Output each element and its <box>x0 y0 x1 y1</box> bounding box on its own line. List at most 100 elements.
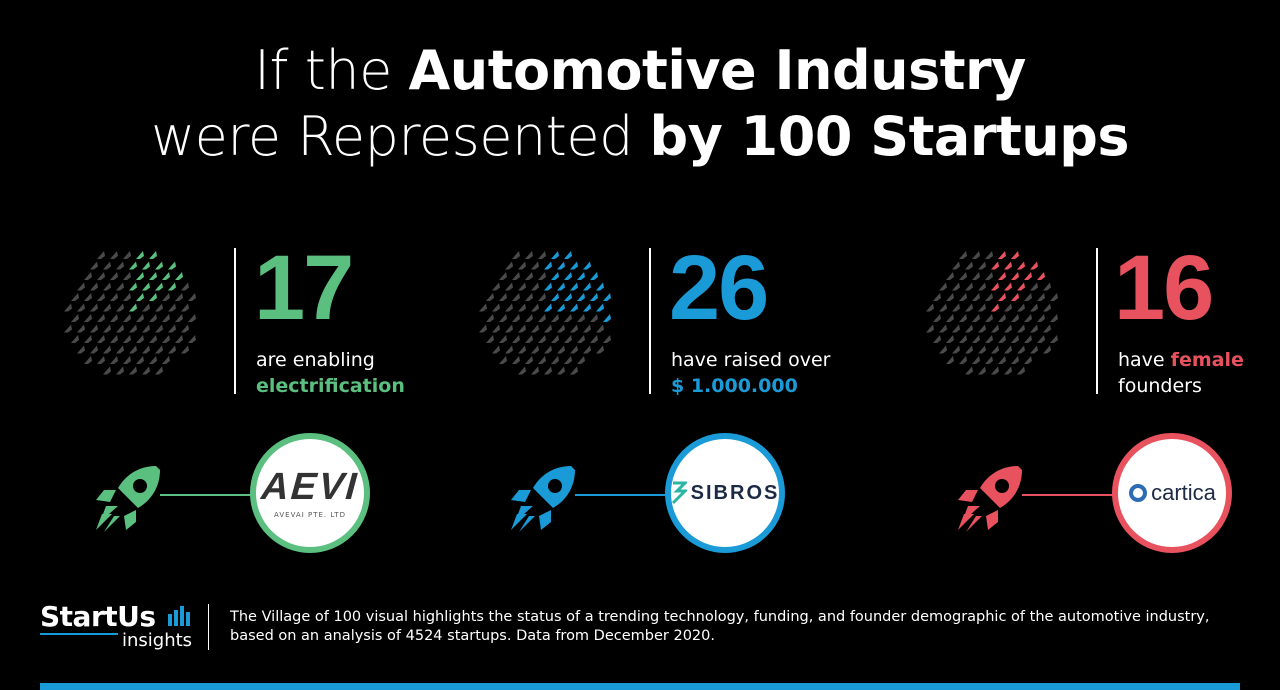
panel-divider <box>1096 248 1098 394</box>
rocket-grey <box>531 366 539 375</box>
rocket-grey <box>116 345 124 354</box>
rocket-grey <box>985 314 993 322</box>
rocket-grey <box>518 345 526 354</box>
rocket-grey <box>71 335 79 343</box>
rocket-grey <box>64 324 72 333</box>
rocket-grey <box>512 314 520 322</box>
rocket-grey <box>538 314 546 322</box>
rocket-grey <box>90 324 98 333</box>
rocket-grey <box>952 261 960 270</box>
rocket-grey <box>84 335 92 343</box>
connector-line <box>160 494 252 496</box>
company-logo-cartica: cartica <box>1112 433 1232 553</box>
rocket-grey <box>978 366 986 375</box>
rocket-highlighted <box>1004 282 1012 291</box>
rocket-grey <box>110 272 118 280</box>
rocket-grey <box>926 324 934 333</box>
rocket-grey <box>129 324 137 333</box>
rocket-grey <box>116 324 124 333</box>
rocket-grey <box>978 324 986 333</box>
rocket-grey <box>564 314 572 322</box>
rocket-grey <box>90 345 98 354</box>
rocket-grey <box>181 324 189 333</box>
rocket-grey <box>952 324 960 333</box>
rocket-highlighted <box>1011 251 1019 259</box>
stat-caption-line-2: founders <box>1118 375 1202 397</box>
rocket-grey <box>1050 293 1058 301</box>
rocket-highlighted <box>155 261 163 270</box>
rocket-highlighted <box>590 293 598 301</box>
rocket-icon <box>96 466 160 532</box>
rocket-grey <box>1050 314 1058 322</box>
village-grid-electrification <box>64 251 196 375</box>
rocket-highlighted <box>155 282 163 291</box>
rocket-grey <box>538 335 546 343</box>
rocket-grey <box>946 335 954 343</box>
connector-line <box>575 494 667 496</box>
rocket-grey <box>123 293 131 301</box>
rocket-highlighted <box>583 261 591 270</box>
rocket-grey <box>531 303 539 312</box>
brand-underline <box>40 633 118 635</box>
rocket-highlighted <box>570 282 578 291</box>
village-grid-female-founders <box>926 251 1058 375</box>
rocket-grey <box>544 366 552 375</box>
rocket-grey <box>142 324 150 333</box>
rocket-grey <box>136 314 144 322</box>
rocket-grey <box>518 366 526 375</box>
rocket-grey <box>97 356 105 364</box>
rocket-grey <box>77 345 85 354</box>
rocket-grey <box>505 324 513 333</box>
rocket-grey <box>110 356 118 364</box>
rocket-grey <box>965 366 973 375</box>
rocket-highlighted <box>1037 272 1045 280</box>
rocket-grey <box>531 282 539 291</box>
rocket-highlighted <box>991 261 999 270</box>
stat-caption-line-2: $ 1.000.000 <box>671 375 798 397</box>
rocket-grey <box>972 356 980 364</box>
rocket-grey <box>596 345 604 354</box>
rocket-grey <box>998 335 1006 343</box>
rocket-grey <box>103 366 111 375</box>
panel-female-founders: 16 have female founders cartica <box>902 228 1280 568</box>
rocket-grey <box>952 303 960 312</box>
rocket-grey <box>1024 356 1032 364</box>
rocket-grey <box>570 324 578 333</box>
rocket-grey <box>557 324 565 333</box>
rocket-grey <box>1011 335 1019 343</box>
brand-sub: insights <box>122 630 193 651</box>
rocket-highlighted <box>1017 261 1025 270</box>
rocket-grey <box>512 293 520 301</box>
rocket-grey <box>1017 366 1025 375</box>
rocket-grey <box>499 356 507 364</box>
rocket-grey <box>1004 303 1012 312</box>
rocket-grey <box>97 272 105 280</box>
rocket-grey <box>998 314 1006 322</box>
rocket-grey <box>499 314 507 322</box>
rocket-grey <box>123 314 131 322</box>
rocket-grey <box>97 335 105 343</box>
rocket-grey <box>959 251 967 259</box>
rocket-grey <box>123 251 131 259</box>
rocket-highlighted <box>544 303 552 312</box>
rocket-grey <box>1043 303 1051 312</box>
rocket-highlighted <box>1011 272 1019 280</box>
rocket-highlighted <box>557 282 565 291</box>
sibros-mark-icon <box>671 481 687 505</box>
company-logo-avevai: AEVI AVEVAI PTE. LTD <box>250 433 370 553</box>
panel-divider <box>649 248 651 394</box>
rocket-grey <box>577 356 585 364</box>
rocket-grey <box>103 282 111 291</box>
rocket-highlighted <box>564 272 572 280</box>
rocket-grey <box>168 345 176 354</box>
rocket-highlighted <box>149 293 157 301</box>
rocket-grey <box>168 324 176 333</box>
rocket-grey <box>77 303 85 312</box>
rocket-grey <box>136 356 144 364</box>
rocket-grey <box>972 272 980 280</box>
rocket-grey <box>991 345 999 354</box>
rocket-highlighted <box>998 251 1006 259</box>
rocket-grey <box>486 335 494 343</box>
rocket-grey <box>123 335 131 343</box>
rocket-grey <box>518 261 526 270</box>
